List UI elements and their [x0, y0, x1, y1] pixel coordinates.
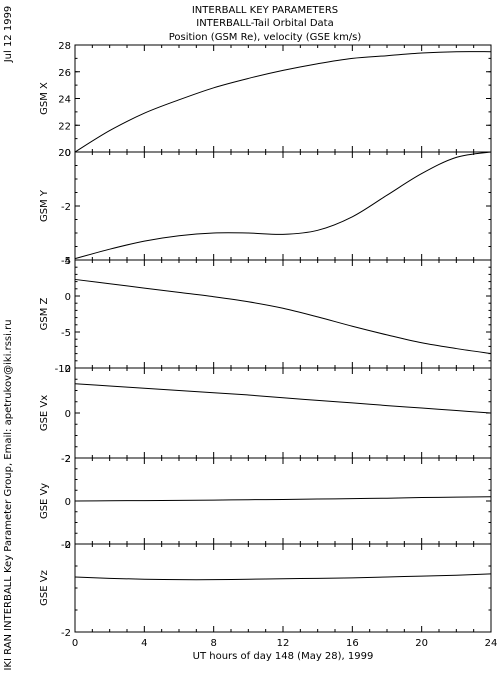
- y-tick-label: -5: [61, 328, 71, 339]
- chart-subtitle: INTERBALL-Tail Orbital Data: [196, 18, 333, 29]
- y-tick-label: 22: [58, 121, 71, 132]
- y-tick-label: 26: [58, 68, 71, 79]
- y-tick-label: -2: [61, 454, 71, 465]
- y-tick-label: -2: [61, 540, 71, 551]
- x-tick-label: 0: [72, 638, 78, 649]
- y-tick-label: 0: [65, 497, 71, 508]
- series-line: [74, 496, 492, 502]
- y-tick-label: 0: [65, 292, 71, 303]
- y-tick-label: -10: [55, 364, 71, 375]
- y-tick-label: 0: [65, 540, 71, 551]
- y-tick-label: -4: [61, 256, 71, 267]
- y-tick-label: 0: [65, 148, 71, 159]
- y-axis-label: GSM Z: [39, 297, 50, 330]
- y-axis-label: GSM X: [39, 82, 50, 115]
- panel-frame: [74, 367, 492, 459]
- y-tick-label: 28: [58, 41, 71, 52]
- x-tick-label: 4: [141, 638, 147, 649]
- panel-frame: [74, 543, 492, 633]
- series-line: [74, 151, 492, 260]
- x-tick-label: 20: [415, 638, 428, 649]
- y-tick-label: -2: [61, 628, 71, 639]
- x-tick-label: 8: [210, 638, 216, 649]
- series-line: [74, 278, 492, 355]
- credit-label: IKI RAN INTERBALL Key Parameter Group, E…: [3, 319, 14, 670]
- y-tick-label: 0: [65, 409, 71, 420]
- y-axis-label: GSE Vx: [39, 395, 50, 431]
- panel-frame: [74, 44, 492, 153]
- panel-frame: [74, 151, 492, 261]
- series-line: [74, 573, 492, 581]
- chart-title: INTERBALL KEY PARAMETERS: [192, 5, 338, 16]
- y-axis-label: GSE Vy: [39, 483, 50, 519]
- series-line: [74, 51, 492, 153]
- date-label: Jul 12 1999: [3, 6, 14, 64]
- y-tick-label: -2: [61, 202, 71, 213]
- x-tick-label: 24: [485, 638, 498, 649]
- y-tick-label: 2: [65, 364, 71, 375]
- y-tick-label: 2: [65, 454, 71, 465]
- y-tick-label: 20: [58, 148, 71, 159]
- x-tick-label: 16: [346, 638, 359, 649]
- y-tick-label: 5: [65, 256, 71, 267]
- panel-frame: [74, 259, 492, 369]
- y-axis-label: GSE Vz: [39, 570, 50, 606]
- x-axis-label: UT hours of day 148 (May 28), 1999: [193, 651, 374, 662]
- y-tick-label: 24: [58, 95, 71, 106]
- series-line: [74, 383, 492, 414]
- y-axis-label: GSM Y: [39, 189, 50, 222]
- chart-subtitle-units: Position (GSM Re), velocity (GSE km/s): [169, 32, 362, 43]
- x-tick-label: 12: [277, 638, 290, 649]
